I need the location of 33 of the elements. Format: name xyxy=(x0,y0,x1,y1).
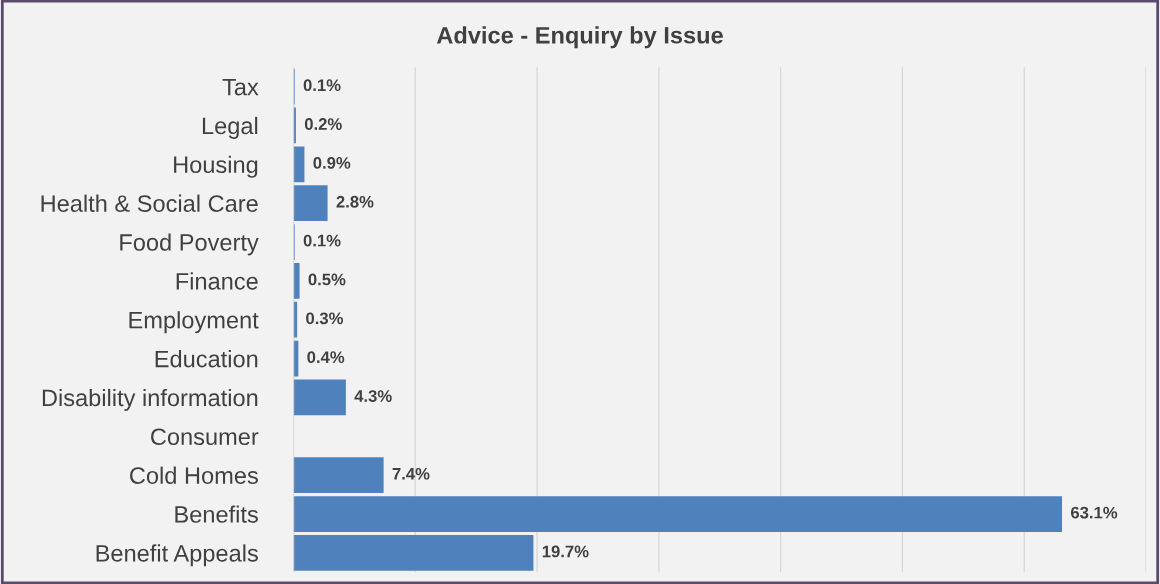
data-label: 0.4% xyxy=(307,351,345,364)
y-tick-label: Consumer xyxy=(151,428,259,446)
y-tick-label: Employment xyxy=(129,311,259,334)
data-label: 7.4% xyxy=(392,467,430,480)
data-label: 0.9% xyxy=(313,156,351,169)
y-tick-label: Cold Homes xyxy=(130,466,258,484)
y-tick-label: Disability information xyxy=(42,388,258,411)
chart-title: Advice - Enquiry by Issue xyxy=(436,26,723,49)
data-label: 0.1% xyxy=(303,79,341,92)
bar xyxy=(293,535,534,571)
bar xyxy=(293,146,305,183)
bar xyxy=(293,496,1063,532)
y-tick-label: Tax xyxy=(222,78,259,96)
data-label: 0.5% xyxy=(308,273,346,286)
y-tick-label: Housing xyxy=(174,155,258,178)
bar xyxy=(293,379,346,416)
data-label: 0.2% xyxy=(304,118,342,130)
data-label: 63.1% xyxy=(1070,506,1118,519)
y-tick-label: Benefits xyxy=(175,505,258,523)
bar xyxy=(293,457,384,494)
data-label: 0.1% xyxy=(303,234,341,247)
y-tick-label: Education xyxy=(155,350,258,368)
bar xyxy=(293,185,328,222)
data-label: 4.3% xyxy=(354,390,392,402)
y-tick-label: Benefit Appeals xyxy=(96,544,258,567)
bar xyxy=(293,263,300,299)
y-tick-label: Finance xyxy=(176,272,258,290)
y-tick-label: Food Poverty xyxy=(120,233,259,256)
y-tick-label: Legal xyxy=(202,116,258,139)
y-tick-label: Health & Social Care xyxy=(41,194,258,212)
data-label: 19.7% xyxy=(542,545,589,558)
data-label: 2.8% xyxy=(336,195,374,208)
data-label: 0.3% xyxy=(306,312,344,325)
